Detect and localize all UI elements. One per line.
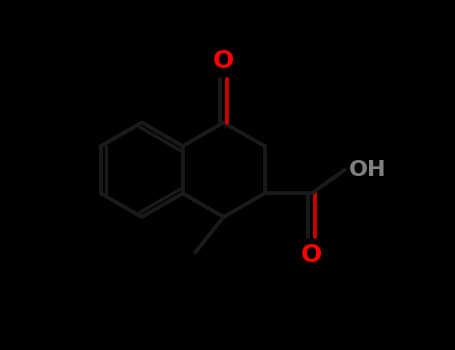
Text: O: O <box>213 49 234 73</box>
Text: O: O <box>301 243 323 267</box>
Text: OH: OH <box>349 160 387 180</box>
